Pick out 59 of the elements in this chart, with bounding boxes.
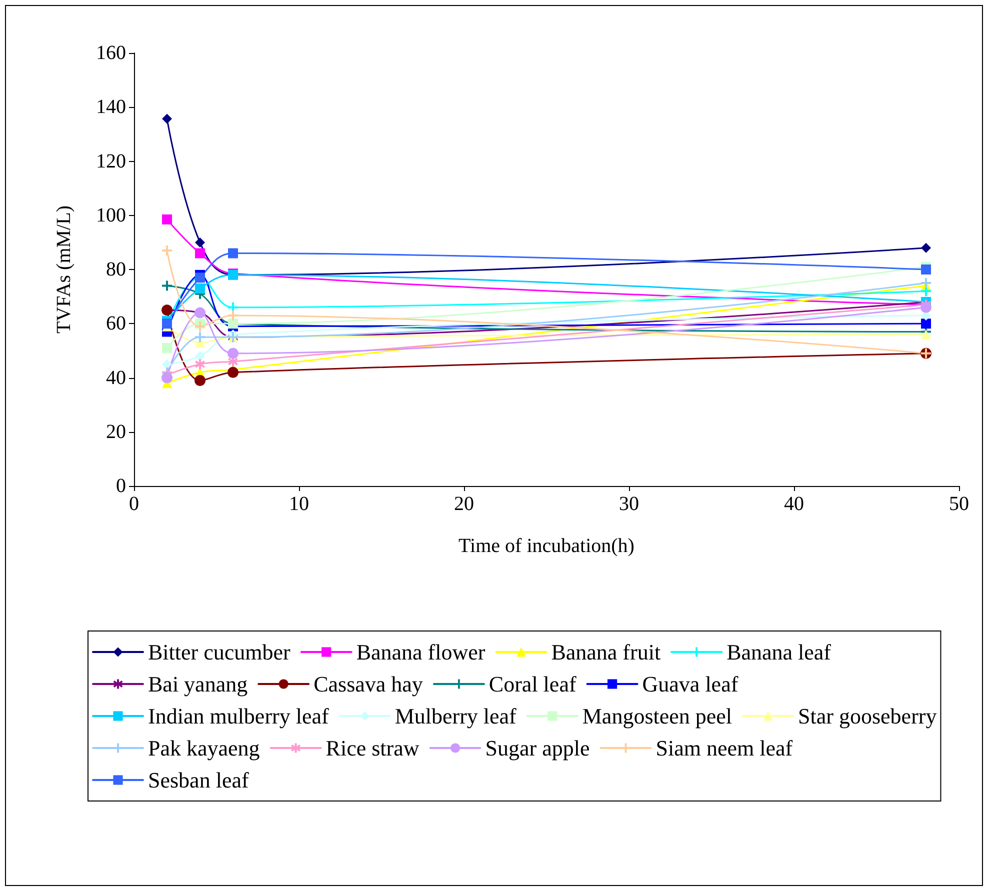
point xyxy=(162,342,172,353)
point xyxy=(921,329,931,340)
point xyxy=(195,248,205,258)
point xyxy=(228,356,238,367)
point xyxy=(162,214,172,224)
x-tick-label: 50 xyxy=(949,493,969,515)
y-tick-label: 0 xyxy=(116,475,126,497)
legend-label: Banana leaf xyxy=(726,640,832,664)
point xyxy=(921,318,931,329)
point xyxy=(228,248,238,258)
x-tick-label: 20 xyxy=(454,493,474,515)
legend-label: Cassava hay xyxy=(314,672,423,696)
x-axis-title: Time of incubation(h) xyxy=(458,535,634,557)
legend-label: Banana fruit xyxy=(551,640,661,664)
legend-label: Banana flower xyxy=(356,640,486,664)
legend-label: Bai yanang xyxy=(148,672,248,696)
point xyxy=(195,359,205,370)
point xyxy=(162,114,172,124)
legend-label: Bitter cucumber xyxy=(148,640,292,664)
point xyxy=(195,283,205,294)
point xyxy=(195,332,205,342)
legend-label: Star gooseberry xyxy=(798,704,937,728)
y-tick-label: 100 xyxy=(96,204,126,226)
legend-label: Mulberry leaf xyxy=(394,704,518,728)
legend-label: Guava leaf xyxy=(642,672,739,696)
y-axis-title: TVFAs (mM/L) xyxy=(53,206,75,334)
point xyxy=(228,348,238,359)
point xyxy=(194,374,206,386)
point xyxy=(162,372,172,384)
point xyxy=(921,278,931,288)
legend-label: Rice straw xyxy=(326,736,420,760)
y-tick-label: 160 xyxy=(96,42,126,64)
y-tick-label: 40 xyxy=(106,366,126,389)
y-tick-label: 20 xyxy=(106,420,126,443)
point xyxy=(162,359,172,370)
legend-label: Coral leaf xyxy=(488,672,577,696)
point xyxy=(920,302,932,313)
y-tick-label: 80 xyxy=(106,258,126,280)
point xyxy=(195,351,205,362)
x-tick-label: 40 xyxy=(784,493,804,515)
point xyxy=(162,246,172,256)
point xyxy=(195,321,205,332)
legend-label: Sugar apple xyxy=(485,736,590,760)
point xyxy=(921,242,931,253)
point xyxy=(228,366,238,378)
y-tick-label: 140 xyxy=(96,96,126,118)
point xyxy=(228,310,238,321)
point xyxy=(921,264,931,274)
legend-label: Mangosteen peel xyxy=(582,704,732,728)
legend-label: Siam neem leaf xyxy=(656,736,794,760)
y-tick-label: 60 xyxy=(106,312,126,335)
x-tick-label: 10 xyxy=(289,493,309,515)
point xyxy=(195,237,205,248)
legend-label: Pak kayaeng xyxy=(148,736,260,760)
x-tick-label: 30 xyxy=(619,493,639,515)
y-tick-label: 120 xyxy=(96,150,126,172)
legend-label: Indian mulberry leaf xyxy=(148,704,330,728)
point xyxy=(162,280,172,291)
legend-label: Sesban leaf xyxy=(148,768,250,792)
